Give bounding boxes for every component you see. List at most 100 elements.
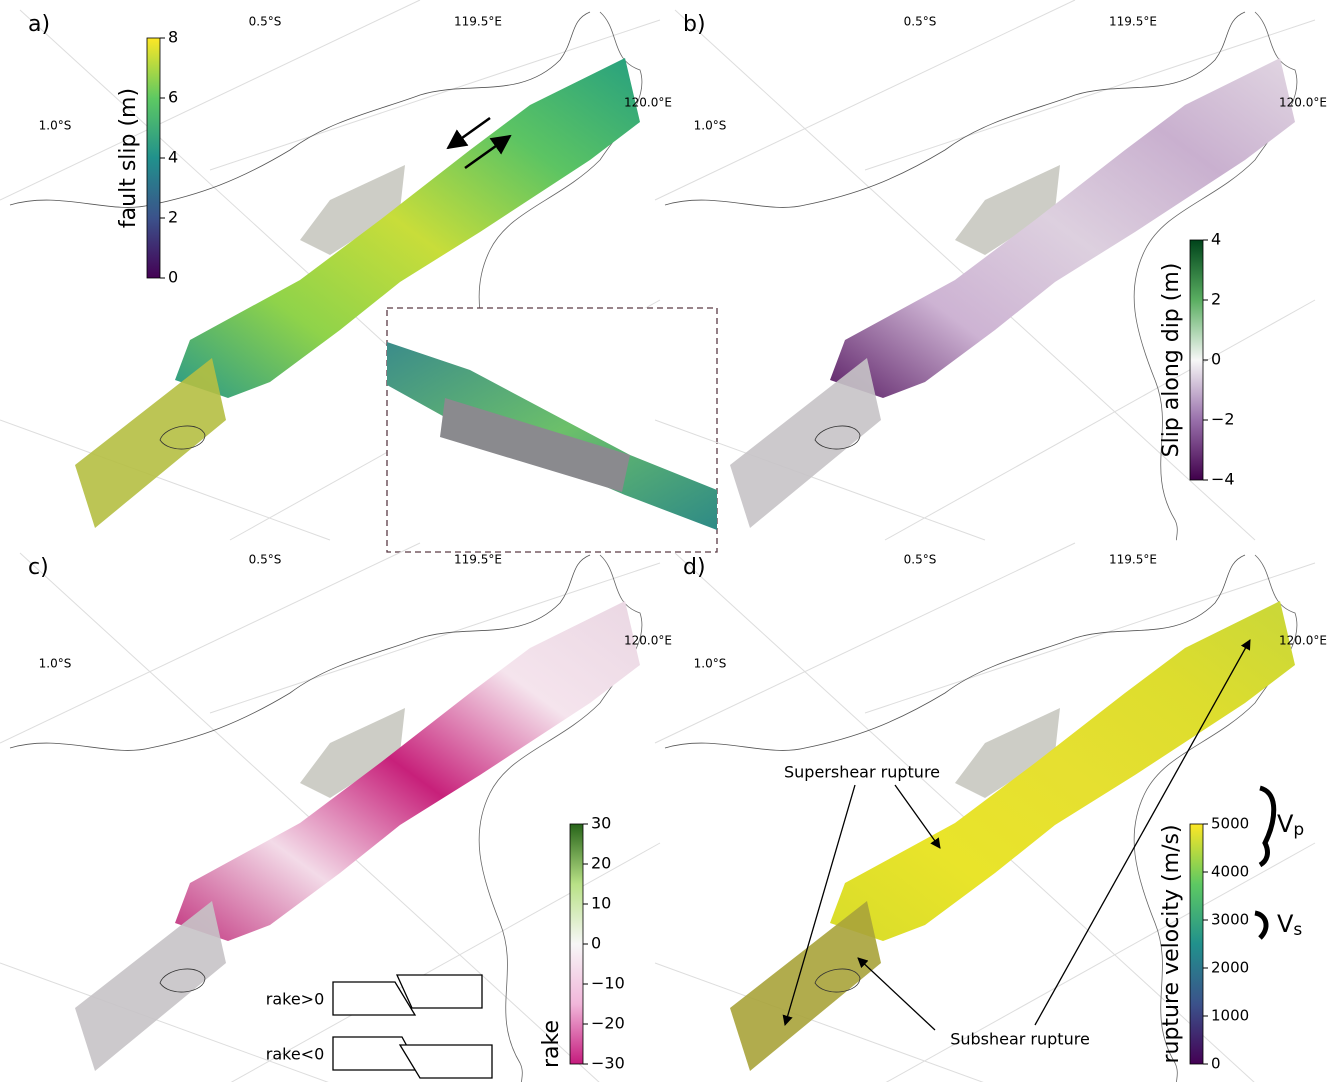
wave-subscript: p [1293,820,1304,840]
colorbar-tick-label: 30 [591,814,611,833]
speed-marker [1258,785,1277,868]
graticule [864,562,1316,714]
map-label: 0.5°S [249,15,282,29]
coastline [9,554,591,751]
sketch-block [332,981,417,1016]
panel: a) 0.5°S 119.5°E 1.0°S 120.0°E 0 2 4 6 8 fault sli… [0,0,718,553]
coastline [664,11,1246,208]
panel-label: b) [683,12,706,37]
map-label: 120.0°E [1279,96,1327,110]
annotation-arrow [857,957,936,1031]
graticule [0,419,331,541]
wave-speed: Vs [1277,910,1302,940]
annotation-arrow [894,784,941,849]
graticule [654,419,986,541]
map-label: 0.5°S [249,553,282,567]
colorbar-tick-label: 4000 [1211,863,1249,881]
fault-segment [75,901,226,1071]
arrow [446,116,491,150]
wave-symbol: V [1277,910,1294,938]
fault-main [830,601,1295,941]
annotation: Supershear rupture [784,763,940,782]
wave-symbol: V [1277,810,1294,838]
graticule [0,0,421,201]
colorbar-tick-label: 20 [591,854,611,873]
colorbar-label: fault slip (m) [116,88,141,228]
colorbar [1189,239,1204,481]
colorbar-tick-label: 4 [168,148,178,167]
coastline [1133,11,1298,541]
colorbar-label: rake [539,1020,564,1068]
colorbar [146,37,161,279]
fault-segment [300,165,405,255]
map-label: 1.0°S [694,657,727,671]
map-label: 119.5°E [454,553,502,567]
inset-segment [440,398,630,492]
colorbar [569,823,584,1065]
colorbar-tick-label: 1000 [1211,1007,1249,1025]
wave-speed: Vp [1277,810,1304,840]
colorbar-tick-label: 5000 [1211,815,1249,833]
coastline [1133,554,1298,1082]
colorbar-tick-label: 0 [168,268,178,287]
graticule [209,562,661,714]
colorbar-tick-label: 0 [1211,350,1221,369]
colorbar-tick-label: 0 [591,934,601,953]
map-label: 119.5°E [454,15,502,29]
map-label: 0.5°S [904,15,937,29]
graticule [885,842,1316,1082]
colorbar-tick-label: 2000 [1211,959,1249,977]
map-label: 1.0°S [39,119,72,133]
graticule [654,0,1076,201]
outline [814,968,861,993]
colorbar-tick-label: 2 [1211,290,1221,309]
fault-main [175,601,640,941]
panel: d) 0.5°S 119.5°E 1.0°S 120.0°E 0 1000 2000 3000 4… [654,542,1327,1082]
panel: b) 0.5°S 119.5°E 1.0°S 120.0°E −4 −2 0 2 4 Slip al… [654,0,1327,541]
coastline [478,554,643,1082]
fault-segment [955,165,1060,255]
map-label: 1.0°S [39,657,72,671]
graticule [0,962,329,1082]
graticule [0,542,421,744]
panel-label: a) [28,12,50,37]
colorbar [1189,823,1204,1065]
colorbar-tick-label: 10 [591,894,611,913]
coastline [9,11,591,208]
panel-label: d) [683,555,706,580]
sketch-block [398,1044,493,1079]
colorbar-tick-label: −20 [591,1014,625,1033]
map-label: 120.0°E [624,634,672,648]
annotation-arrow [1034,639,1251,1026]
panel: c) 0.5°S 119.5°E 1.0°S 120.0°E −30 −20 −10 0 10 20… [0,542,672,1082]
colorbar-label: rupture velocity (m/s) [1159,824,1184,1063]
wave-subscript: s [1293,920,1302,940]
colorbar-tick-label: 4 [1211,230,1221,249]
graticule [654,542,1076,744]
fault-segment [730,358,881,528]
graticule [864,19,1316,171]
map-label: 119.5°E [1109,553,1157,567]
speed-marker [1254,910,1269,940]
panel-label: c) [28,555,49,580]
graticule [209,19,661,171]
outline [159,425,206,450]
colorbar-label: Slip along dip (m) [1159,263,1184,458]
fault-main [175,58,640,398]
colorbar-tick-label: 8 [168,28,178,47]
sketch-label: rake>0 [266,990,325,1009]
colorbar-tick-label: 6 [168,88,178,107]
colorbar-tick-label: −10 [591,974,625,993]
graticule [654,962,984,1082]
fault-segment [300,708,405,798]
fault-segment [730,901,881,1071]
map-label: 0.5°S [904,553,937,567]
colorbar-tick-label: 0 [1211,1055,1221,1073]
colorbar-tick-label: 2 [168,208,178,227]
graticule [884,299,1316,541]
outline [814,425,861,450]
fault-segment [955,708,1060,798]
map-label: 120.0°E [1279,634,1327,648]
map-label: 1.0°S [694,119,727,133]
